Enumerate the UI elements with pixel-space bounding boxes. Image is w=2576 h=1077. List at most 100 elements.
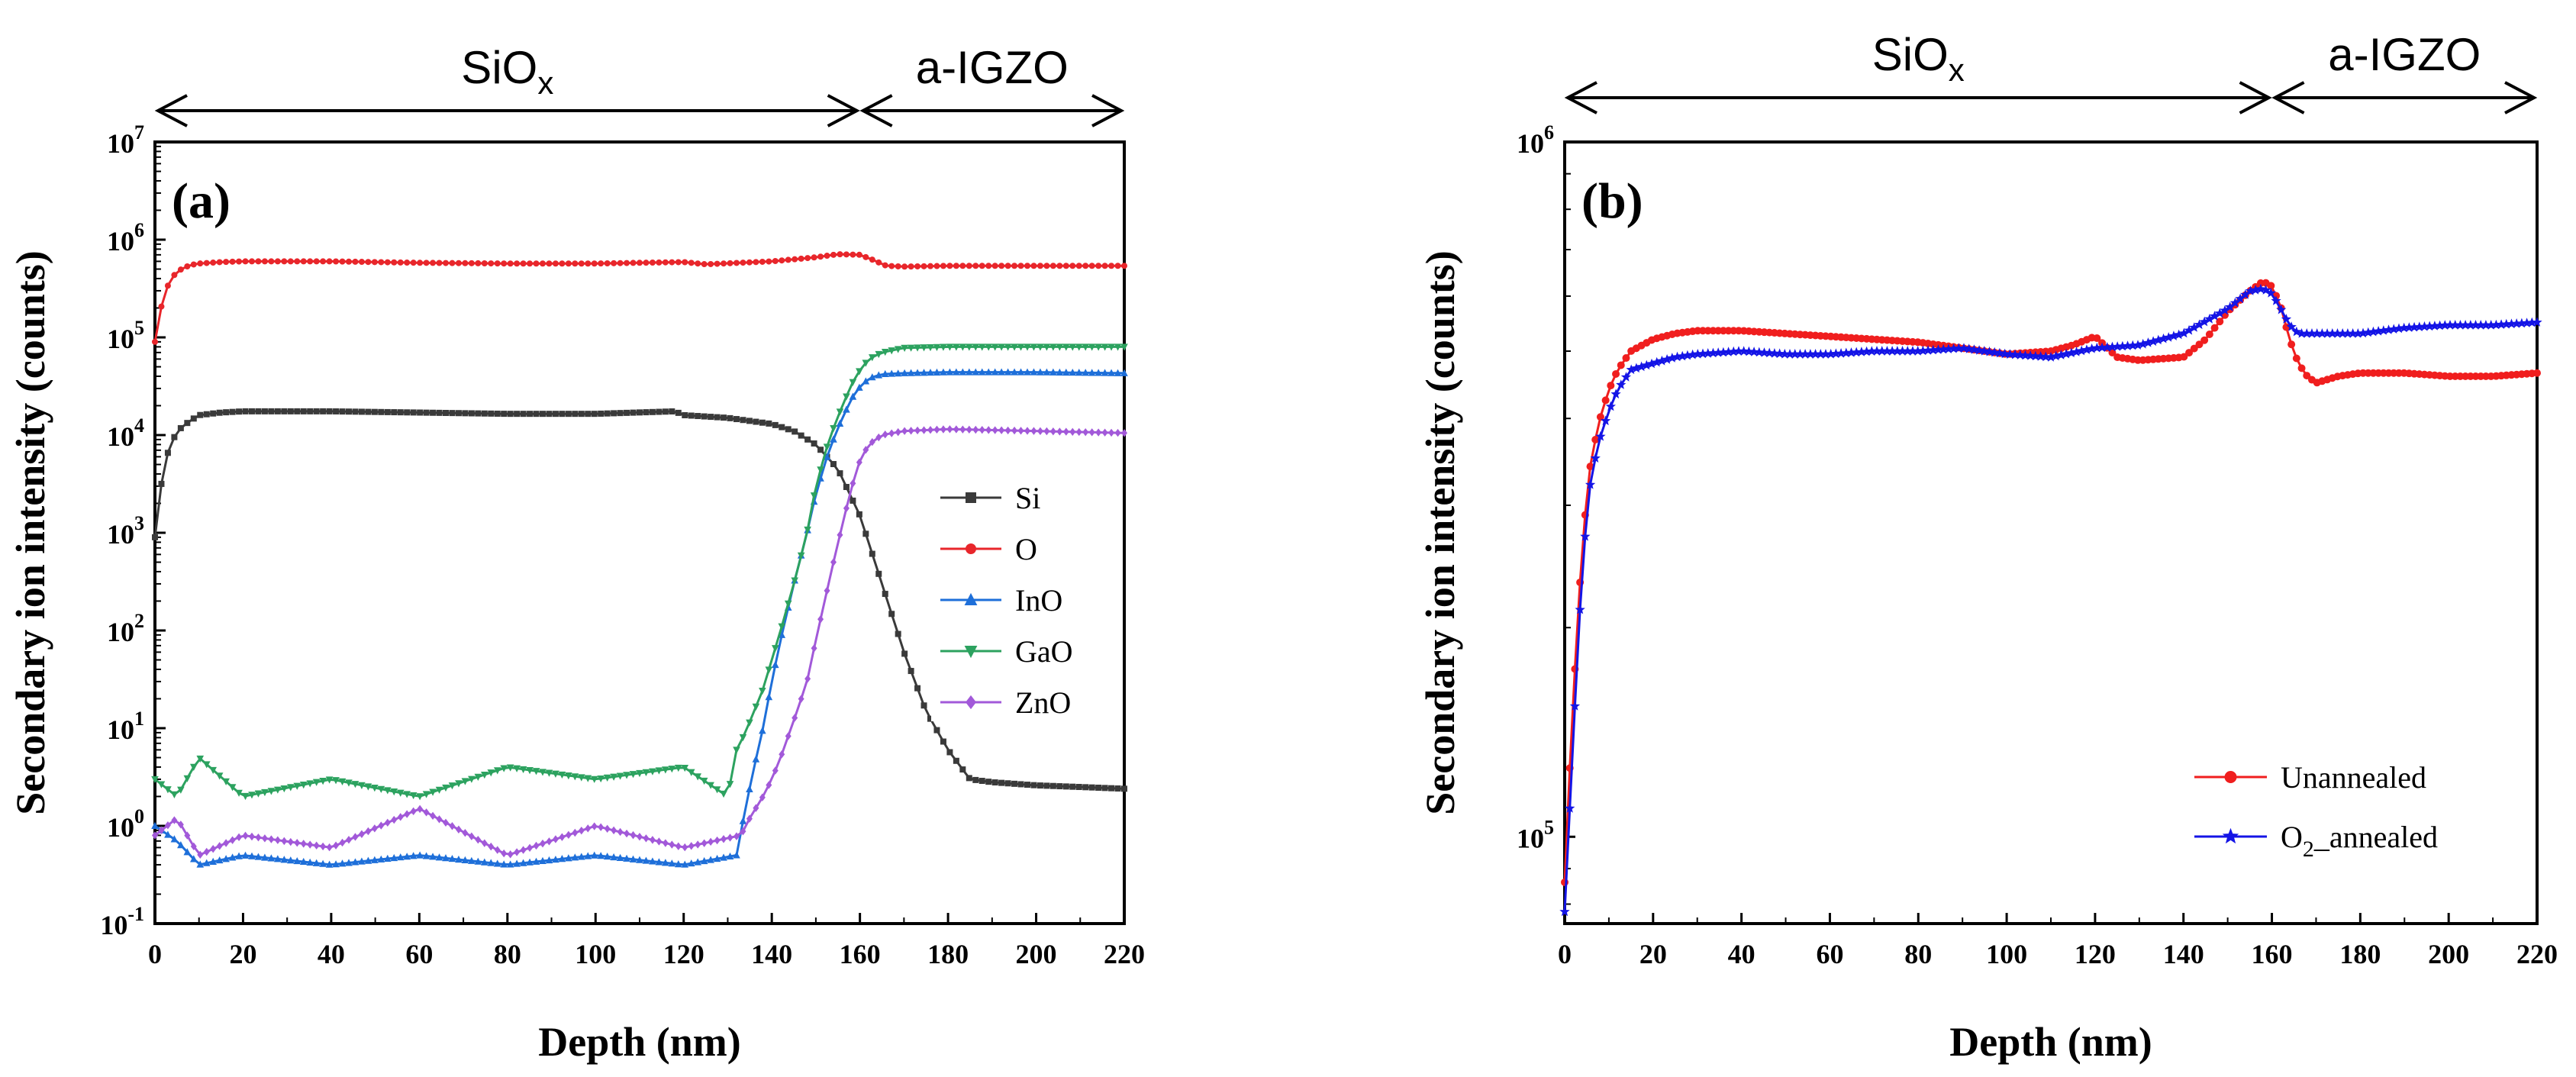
data-point — [222, 855, 230, 863]
data-point — [920, 702, 927, 709]
data-point — [364, 783, 372, 791]
data-point — [721, 835, 727, 843]
data-point — [223, 409, 230, 416]
data-point — [901, 344, 908, 352]
y-tick-label: 107 — [107, 121, 144, 159]
data-point — [384, 787, 392, 795]
data-point — [1672, 351, 1683, 362]
data-point — [598, 410, 605, 417]
data-point — [352, 408, 359, 415]
data-point — [1075, 427, 1082, 437]
data-point — [1062, 343, 1070, 351]
data-point — [416, 851, 424, 859]
data-point — [1037, 263, 1043, 269]
data-point — [320, 408, 327, 414]
data-point — [242, 831, 249, 840]
data-point — [1049, 263, 1056, 269]
y-tick-label: 102 — [107, 610, 144, 647]
legend-marker — [966, 492, 976, 503]
legend-marker — [2224, 771, 2237, 783]
data-point — [791, 256, 798, 263]
series-ino — [151, 368, 1128, 868]
data-point — [669, 408, 675, 415]
data-point — [430, 260, 437, 266]
data-point — [481, 410, 488, 417]
data-point — [351, 858, 359, 866]
data-point — [410, 409, 417, 416]
data-point — [2312, 328, 2323, 338]
data-point — [888, 611, 895, 618]
data-point — [708, 414, 714, 421]
data-point — [830, 558, 837, 566]
data-point — [746, 259, 753, 266]
data-point — [210, 410, 217, 417]
data-point — [694, 773, 701, 781]
data-point — [991, 263, 998, 269]
data-point — [171, 434, 178, 440]
data-point — [895, 263, 901, 269]
series-gao — [151, 343, 1128, 801]
data-point — [585, 411, 592, 418]
data-point — [488, 842, 495, 851]
data-point — [998, 368, 1005, 376]
data-point — [2200, 336, 2209, 344]
data-point — [766, 258, 772, 265]
data-point — [1723, 347, 1734, 356]
data-point — [274, 258, 281, 265]
data-point — [591, 260, 598, 267]
data-point — [739, 817, 747, 824]
data-point — [914, 685, 921, 692]
data-point — [2055, 350, 2067, 360]
data-point — [1043, 427, 1050, 436]
data-point — [346, 408, 352, 415]
data-point — [1688, 349, 1698, 360]
data-point — [927, 263, 933, 269]
data-point — [933, 263, 940, 269]
data-point — [1682, 350, 1693, 360]
data-point — [164, 821, 171, 830]
data-point — [475, 260, 482, 266]
data-point — [753, 259, 759, 266]
data-point — [404, 810, 411, 818]
data-point — [746, 719, 753, 727]
data-point — [236, 833, 243, 842]
data-point — [2190, 344, 2198, 353]
data-point — [959, 425, 966, 434]
data-point — [2180, 353, 2188, 361]
x-tick-label: 60 — [1816, 939, 1843, 969]
data-point — [2015, 350, 2026, 360]
data-point — [280, 856, 289, 863]
data-point — [320, 842, 327, 851]
data-point — [462, 260, 469, 266]
data-point — [404, 409, 411, 416]
data-point — [1989, 347, 2000, 357]
data-point — [333, 841, 340, 850]
data-point — [856, 368, 863, 376]
data-point — [2035, 351, 2046, 361]
data-point — [540, 260, 546, 267]
data-point — [215, 772, 224, 780]
data-point — [1979, 346, 1990, 356]
data-point — [1759, 347, 1770, 357]
data-point — [688, 260, 695, 266]
data-point — [714, 836, 721, 845]
data-point — [358, 408, 365, 415]
data-point — [804, 255, 811, 262]
data-point — [746, 814, 753, 823]
legend-background — [931, 469, 1118, 721]
data-point — [617, 827, 624, 837]
data-point — [326, 408, 333, 414]
data-point — [254, 790, 263, 798]
data-point — [978, 263, 985, 269]
data-point — [261, 834, 268, 843]
x-tick-label: 200 — [1016, 939, 1057, 969]
data-point — [978, 425, 985, 434]
data-point — [294, 258, 301, 265]
data-point — [371, 408, 378, 415]
data-point — [183, 848, 192, 856]
data-point — [578, 826, 585, 835]
data-point — [584, 775, 592, 782]
data-point — [882, 591, 888, 598]
data-point — [785, 256, 791, 263]
data-point — [1088, 263, 1095, 269]
